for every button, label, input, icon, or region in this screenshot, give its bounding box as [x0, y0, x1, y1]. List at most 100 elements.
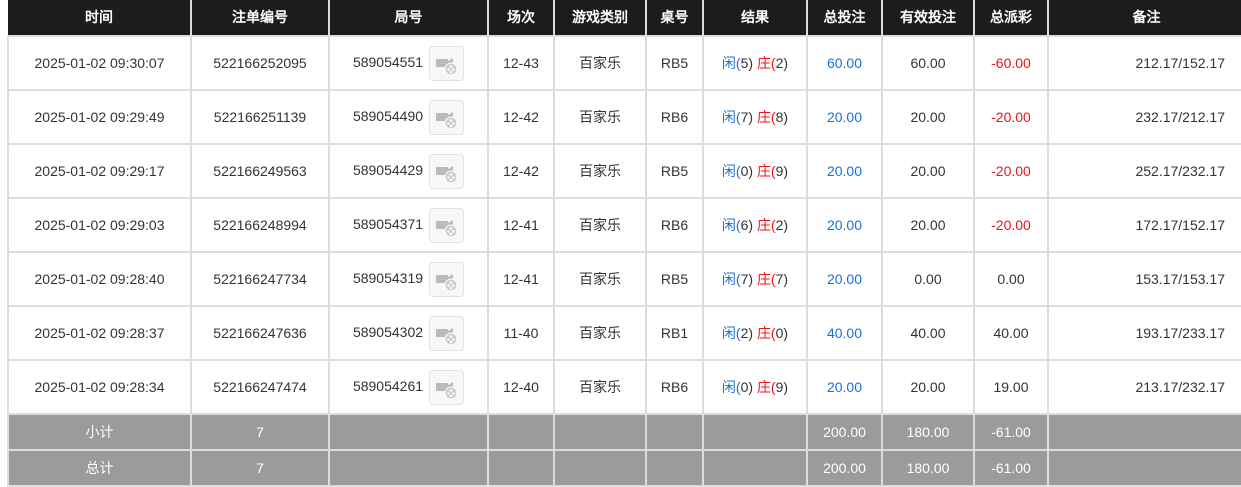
- round-id-cell: 589054261: [328, 359, 489, 415]
- round-id: 589054302: [352, 323, 424, 340]
- header-table-id: 桌号: [645, 0, 703, 36]
- time-cell: 2025-01-02 09:28:40: [7, 251, 192, 307]
- empty-cell: [553, 449, 647, 487]
- total-bet-cell: 20.00: [806, 143, 883, 199]
- round-id-cell: 589054429: [328, 143, 489, 199]
- player-result: 闲(7): [721, 109, 754, 125]
- header-valid-bet: 有效投注: [881, 0, 974, 36]
- total-count: 7: [190, 449, 330, 487]
- result-cell: 闲(0) 庄(9): [702, 143, 808, 199]
- empty-cell: [702, 449, 808, 487]
- video-replay-icon[interactable]: [429, 315, 465, 351]
- header-time: 时间: [8, 0, 191, 36]
- order-id-cell: 522166247474: [190, 359, 330, 415]
- round-id-cell: 589054319: [328, 251, 489, 307]
- video-replay-icon[interactable]: [429, 369, 465, 405]
- result-cell: 闲(6) 庄(2): [702, 197, 808, 253]
- game-type-cell: 百家乐: [553, 143, 647, 199]
- round-id-cell: 589054490: [328, 89, 489, 145]
- header-total-bet: 总投注: [806, 0, 882, 36]
- table-row: 2025-01-02 09:29:17 522166249563 589054429…: [7, 143, 1241, 199]
- order-id-cell: 522166252095: [190, 35, 330, 91]
- subtotal-label: 小计: [7, 413, 192, 451]
- header-order-id: 注单编号: [190, 0, 329, 36]
- order-id-cell: 522166251139: [190, 89, 330, 145]
- banker-result: 庄(8): [756, 109, 789, 125]
- game-type-cell: 百家乐: [553, 251, 647, 307]
- valid-bet-cell: 20.00: [881, 197, 975, 253]
- session-cell: 12-42: [487, 89, 555, 145]
- total-bet-cell: 20.00: [806, 359, 883, 415]
- payout-cell: -60.00: [973, 35, 1049, 91]
- result-cell: 闲(7) 庄(8): [702, 89, 808, 145]
- total-bet-cell: 20.00: [806, 251, 883, 307]
- time-cell: 2025-01-02 09:29:03: [7, 197, 192, 253]
- header-session: 场次: [487, 0, 554, 36]
- valid-bet-cell: 40.00: [881, 305, 975, 361]
- valid-bet-cell: 20.00: [881, 89, 975, 145]
- total-bet: 200.00: [806, 449, 883, 487]
- game-type-cell: 百家乐: [553, 197, 647, 253]
- table-row: 2025-01-02 09:30:07 522166252095 589054551…: [7, 35, 1241, 91]
- video-replay-icon[interactable]: [429, 99, 465, 135]
- round-id: 589054261: [352, 377, 424, 394]
- result-cell: 闲(0) 庄(9): [702, 359, 808, 415]
- subtotal-count: 7: [190, 413, 330, 451]
- remark-cell: 252.17/232.17: [1047, 143, 1241, 199]
- banker-result: 庄(7): [756, 271, 789, 287]
- video-replay-icon[interactable]: [429, 207, 465, 243]
- table-id-cell: RB5: [645, 35, 704, 91]
- total-payout: -61.00: [973, 449, 1049, 487]
- video-replay-icon[interactable]: [429, 45, 465, 81]
- payout-cell: 19.00: [973, 359, 1049, 415]
- payout-cell: -20.00: [973, 143, 1049, 199]
- subtotal-payout: -61.00: [973, 413, 1049, 451]
- table-row: 2025-01-02 09:28:34 522166247474 589054261…: [7, 359, 1241, 415]
- table-row: 2025-01-02 09:28:37 522166247636 589054302…: [7, 305, 1241, 361]
- total-bet-cell: 40.00: [806, 305, 883, 361]
- banker-result: 庄(0): [756, 325, 789, 341]
- valid-bet-cell: 20.00: [881, 143, 975, 199]
- remark-cell: 193.17/233.17: [1047, 305, 1241, 361]
- payout-cell: -20.00: [973, 89, 1049, 145]
- banker-result: 庄(9): [756, 379, 789, 395]
- session-cell: 11-40: [487, 305, 555, 361]
- header-total-payout: 总派彩: [973, 0, 1048, 36]
- table-id-cell: RB1: [645, 305, 704, 361]
- session-cell: 12-43: [487, 35, 555, 91]
- remark-cell: 232.17/212.17: [1047, 89, 1241, 145]
- table-row: 2025-01-02 09:28:40 522166247734 589054319…: [7, 251, 1241, 307]
- remark-cell: 172.17/152.17: [1047, 197, 1241, 253]
- video-replay-icon[interactable]: [429, 153, 465, 189]
- empty-cell: [1047, 449, 1241, 487]
- time-cell: 2025-01-02 09:28:34: [7, 359, 192, 415]
- video-replay-icon[interactable]: [429, 261, 465, 297]
- empty-cell: [328, 413, 489, 451]
- subtotal-row: 小计 7 200.00 180.00 -61.00: [7, 413, 1241, 451]
- header-round-id: 局号: [328, 0, 488, 36]
- time-cell: 2025-01-02 09:29:49: [7, 89, 192, 145]
- payout-cell: 0.00: [973, 251, 1049, 307]
- table-id-cell: RB6: [645, 89, 704, 145]
- table-id-cell: RB6: [645, 359, 704, 415]
- player-result: 闲(7): [721, 271, 754, 287]
- round-id: 589054319: [352, 269, 424, 286]
- empty-cell: [487, 449, 555, 487]
- table-row: 2025-01-02 09:29:49 522166251139 589054490…: [7, 89, 1241, 145]
- total-bet-cell: 20.00: [806, 89, 883, 145]
- banker-result: 庄(9): [756, 163, 789, 179]
- table-id-cell: RB6: [645, 197, 704, 253]
- valid-bet-cell: 0.00: [881, 251, 975, 307]
- empty-cell: [702, 413, 808, 451]
- total-bet-cell: 20.00: [806, 197, 883, 253]
- game-type-cell: 百家乐: [553, 305, 647, 361]
- subtotal-bet: 200.00: [806, 413, 883, 451]
- table-row: 2025-01-02 09:29:03 522166248994 589054371…: [7, 197, 1241, 253]
- player-result: 闲(2): [721, 325, 754, 341]
- order-id-cell: 522166248994: [190, 197, 330, 253]
- round-id: 589054551: [352, 53, 424, 70]
- remark-cell: 153.17/153.17: [1047, 251, 1241, 307]
- time-cell: 2025-01-02 09:29:17: [7, 143, 192, 199]
- total-label: 总计: [7, 449, 192, 487]
- round-id: 589054490: [352, 107, 424, 124]
